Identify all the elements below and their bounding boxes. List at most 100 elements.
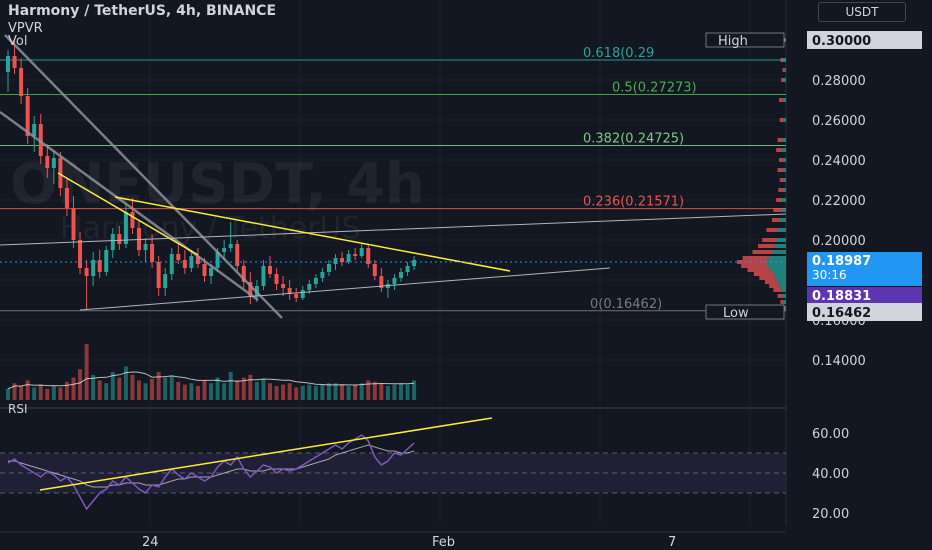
vpvr-bar-up — [780, 218, 786, 222]
candle-body — [320, 272, 325, 278]
volume-bar — [104, 383, 109, 400]
volume-bar — [71, 377, 76, 400]
vpvr-bar-up — [782, 138, 786, 142]
candle-body — [25, 96, 30, 136]
volume-bar — [169, 376, 174, 400]
volume-bar — [25, 380, 30, 400]
current-price: 0.18987 — [812, 254, 871, 269]
candle-body — [353, 254, 358, 256]
channel-lower-line — [0, 110, 259, 302]
fib-label-0.236: 0.236(0.21571) — [583, 195, 684, 210]
candle-body — [222, 248, 227, 252]
candle-body — [313, 278, 318, 284]
vpvr-bar-up — [784, 38, 786, 42]
rsi-tick-label: 60.00 — [812, 427, 849, 442]
vpvr-indicator-label[interactable]: VPVR — [8, 21, 43, 36]
candle-body — [294, 294, 299, 298]
volume-bar — [346, 386, 351, 400]
volume-bar — [379, 383, 384, 400]
vpvr-bar-down — [753, 272, 774, 276]
candle-body — [340, 258, 345, 262]
volume-bar — [19, 386, 24, 400]
candle-body — [12, 56, 17, 68]
candle-body — [326, 264, 331, 272]
volume-bar — [110, 372, 115, 400]
vpvr-bar-up — [780, 288, 786, 292]
candle-body — [412, 260, 417, 266]
vpvr-bar-up — [772, 250, 786, 254]
candle-body — [202, 264, 207, 276]
vpvr-bar-up — [784, 306, 786, 310]
vpvr-bar-up — [780, 208, 786, 212]
volume-bar — [209, 383, 214, 400]
volume-bar — [261, 379, 266, 400]
candle-body — [104, 250, 109, 272]
volume-bar — [353, 384, 358, 400]
vpvr-bar-up — [773, 272, 786, 276]
candle-body — [268, 266, 272, 274]
low-label: Low — [723, 306, 749, 321]
vpvr-bar-down — [741, 264, 769, 268]
volume-bar — [58, 387, 63, 400]
volume-bar — [176, 381, 181, 400]
vpvr-bar-down — [777, 138, 783, 142]
candle-body — [405, 266, 410, 272]
volume-bar — [97, 380, 102, 400]
candle-body — [84, 268, 89, 276]
volume-bar — [182, 384, 187, 400]
volume-bar — [326, 383, 331, 400]
vpvr-bar-down — [777, 168, 783, 172]
high-value: 0.30000 — [812, 34, 871, 49]
volume-bar — [405, 384, 410, 400]
candle-body — [372, 264, 377, 276]
candle-body — [235, 244, 240, 266]
candle-body — [209, 268, 214, 276]
volume-bar — [294, 387, 299, 400]
vpvr-bar-up — [770, 268, 786, 272]
volume-bar — [64, 381, 69, 400]
volume-bar — [274, 386, 279, 400]
candle-body — [71, 208, 76, 240]
volume-bar — [189, 383, 194, 400]
high-value-box — [807, 31, 922, 49]
volume-bar — [300, 386, 305, 400]
vpvr-bar-down — [776, 198, 783, 202]
vpvr-bar-up — [782, 198, 786, 202]
low-label-box — [705, 304, 785, 320]
volume-bar — [359, 383, 364, 400]
fib-label-0.382: 0.382(0.24725) — [583, 132, 684, 147]
vpvr-bar-down — [773, 288, 781, 292]
candle-body — [97, 260, 102, 272]
fib-label-0.618: 0.618(0.29 — [583, 46, 654, 61]
candle-body — [32, 124, 37, 136]
currency-button[interactable]: USDT — [818, 2, 906, 22]
watermark-symbol: ONEUSDT, 4h — [10, 152, 425, 217]
vpvr-bar-down — [779, 98, 784, 102]
yellow-trendline-1 — [57, 172, 199, 256]
vpvr-bar-down — [781, 78, 785, 82]
ma-price: 0.18831 — [812, 289, 871, 304]
candle-body — [333, 258, 338, 264]
volume-bar — [399, 383, 403, 400]
vpvr-bar-up — [783, 178, 786, 182]
volume-bar — [38, 384, 43, 400]
volume-bar — [268, 383, 272, 400]
vpvr-bar-up — [775, 276, 786, 280]
candle-body — [241, 266, 246, 282]
vpvr-bar-up — [783, 98, 786, 102]
support-line — [79, 267, 611, 311]
candle-body — [182, 260, 187, 268]
vpvr-bar-up — [782, 148, 786, 152]
volume-indicator-label[interactable]: Vol — [8, 34, 28, 49]
volume-bar — [215, 377, 220, 400]
vpvr-bar-down — [747, 268, 771, 272]
vpvr-bar-down — [778, 188, 783, 192]
rsi-tick-label: 20.00 — [812, 507, 849, 522]
volume-bar — [143, 383, 148, 400]
candle-body — [176, 254, 181, 260]
candle-body — [287, 288, 292, 294]
rsi-indicator-label[interactable]: RSI — [8, 402, 28, 416]
volume-bar — [195, 386, 200, 400]
candle-body — [248, 282, 253, 296]
